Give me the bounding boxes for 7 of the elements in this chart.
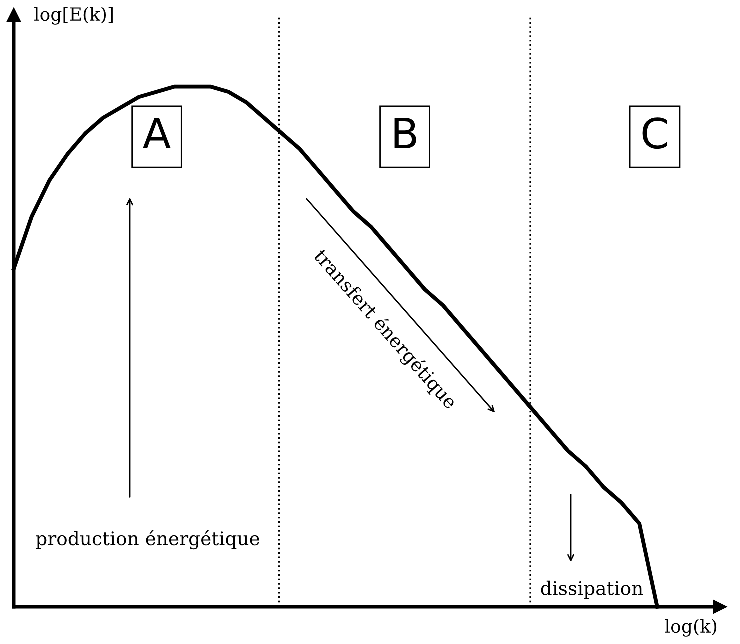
annotation: B <box>394 118 416 148</box>
annotation: production énergétique <box>36 530 260 550</box>
annotation: dissipation <box>541 580 644 600</box>
x-axis-title: log(k) <box>665 619 717 637</box>
annotation: C <box>642 118 668 150</box>
y-axis-title: log[E(k)] <box>34 7 113 25</box>
annotation: A <box>143 118 171 148</box>
